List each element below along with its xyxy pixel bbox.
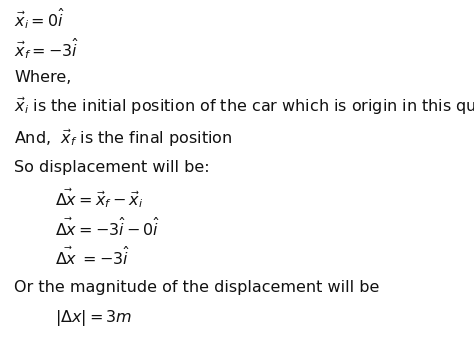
Text: $|\Delta x| = 3m$: $|\Delta x| = 3m$ [55, 308, 132, 328]
Text: $\vec{x}_f = {-3}\hat{i}$: $\vec{x}_f = {-3}\hat{i}$ [14, 37, 79, 62]
Text: $\vec{x}_i$ is the initial position of the car which is origin in this question: $\vec{x}_i$ is the initial position of t… [14, 96, 474, 117]
Text: $\vec{\Delta x} = {-3}\hat{i} - 0\hat{i}$: $\vec{\Delta x} = {-3}\hat{i} - 0\hat{i}… [55, 217, 160, 239]
Text: $\vec{\Delta x} = \vec{x}_f - \vec{x}_i$: $\vec{\Delta x} = \vec{x}_f - \vec{x}_i$ [55, 186, 143, 210]
Text: And,  $\vec{x}_f$ is the final position: And, $\vec{x}_f$ is the final position [14, 128, 233, 149]
Text: Or the magnitude of the displacement will be: Or the magnitude of the displacement wil… [14, 280, 380, 295]
Text: $\vec{\Delta x}\; = {-3}\hat{i}$: $\vec{\Delta x}\; = {-3}\hat{i}$ [55, 246, 129, 268]
Text: $\vec{x}_i = 0\hat{i}$: $\vec{x}_i = 0\hat{i}$ [14, 6, 65, 31]
Text: Where,: Where, [14, 70, 72, 85]
Text: So displacement will be:: So displacement will be: [14, 160, 210, 175]
